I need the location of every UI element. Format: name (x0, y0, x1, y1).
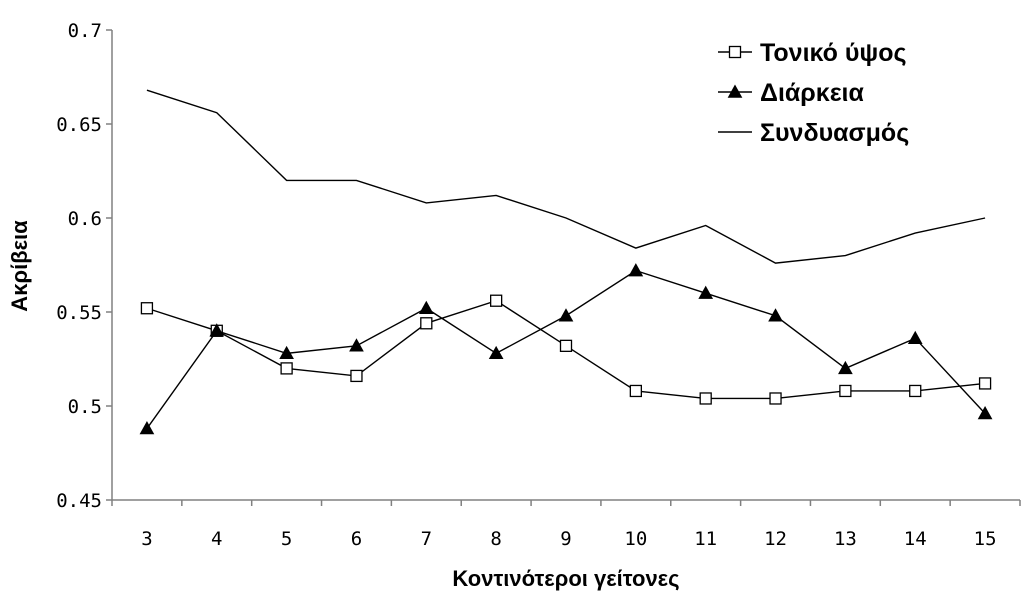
x-tick-label: 13 (834, 528, 857, 550)
y-tick-label: 0.55 (56, 302, 102, 324)
data-point (209, 323, 225, 337)
data-point (140, 302, 154, 315)
series-layer (139, 89, 993, 435)
x-tick-label: 6 (351, 528, 362, 550)
data-point (629, 384, 642, 398)
data-point (907, 330, 923, 345)
series-3 (146, 89, 986, 264)
x-tick-label: 3 (141, 528, 152, 550)
data-point (699, 392, 712, 405)
y-tick-label: 0.6 (68, 208, 102, 230)
legend: Τονικό ύψος Διάρκεια Συνδυασμός (718, 39, 909, 147)
data-point (279, 345, 294, 360)
data-point (698, 285, 714, 299)
data-point (490, 294, 503, 307)
data-point (978, 377, 992, 390)
data-point (349, 338, 364, 352)
legend-item: Συνδυασμός (718, 119, 909, 147)
x-tick-label: 10 (624, 528, 647, 550)
data-point (350, 369, 363, 383)
y-tick-label: 0.65 (56, 114, 102, 136)
x-tick-label: 15 (974, 528, 997, 550)
x-tick-label: 12 (764, 528, 787, 550)
series-line (146, 89, 986, 264)
data-point (559, 339, 573, 352)
legend-item: Τονικό ύψος (718, 39, 907, 67)
x-axis-title: Κοντινότεροι γείτονες (452, 566, 679, 591)
x-tick-label: 5 (281, 528, 292, 550)
y-tick-label: 0.7 (68, 20, 102, 42)
data-point (139, 421, 155, 435)
x-tick-label: 9 (560, 528, 571, 550)
x-tick-label: 14 (904, 528, 927, 550)
data-point (838, 360, 853, 375)
data-point (488, 345, 504, 360)
data-point (280, 362, 293, 375)
x-tick-label: 7 (421, 528, 432, 550)
y-axis-title: Ακρίβεια (7, 220, 32, 312)
data-point (909, 384, 922, 398)
data-point (418, 300, 434, 314)
legend-label: Συνδυασμός (760, 119, 909, 147)
y-tick-label: 0.5 (68, 396, 102, 418)
data-point (558, 308, 574, 322)
data-point (839, 384, 852, 398)
legend-label: Τονικό ύψος (760, 39, 907, 67)
series-2 (139, 263, 993, 435)
axes: 0.45 0.5 0.55 0.6 0.65 0.7 3 4 5 6 7 8 9 10 11 12 13 14 15 (56, 20, 1021, 550)
data-point (768, 308, 783, 322)
x-tick-label: 8 (490, 528, 501, 550)
legend-label: Διάρκεια (760, 79, 865, 107)
data-point (420, 317, 433, 330)
x-tick-label: 11 (694, 528, 717, 550)
y-tick-label: 0.45 (56, 490, 102, 512)
x-tick-label: 4 (211, 528, 222, 550)
data-point (628, 263, 644, 277)
data-point (769, 392, 782, 405)
data-point (977, 405, 993, 420)
legend-marker (727, 84, 743, 98)
legend-marker (728, 45, 742, 59)
legend-item: Διάρκεια (718, 79, 865, 107)
